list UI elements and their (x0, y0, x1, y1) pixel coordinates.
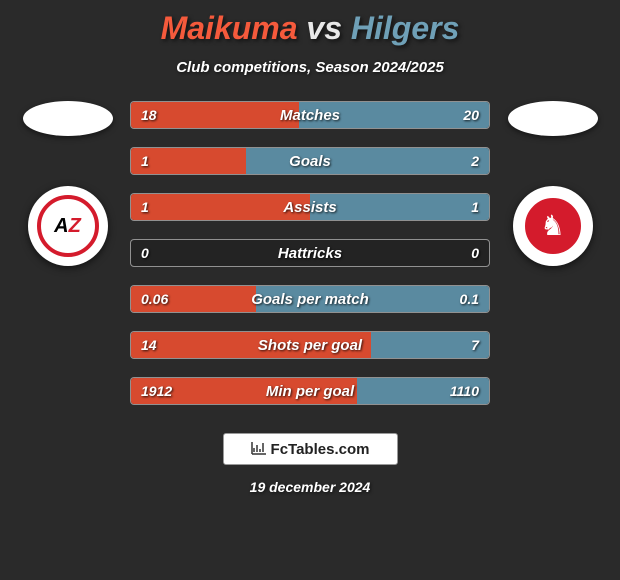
stat-row: 147Shots per goal (130, 331, 490, 359)
player1-side: AZ (10, 101, 125, 266)
stat-row: 0.060.1Goals per match (130, 285, 490, 313)
site-name: FcTables.com (271, 441, 370, 458)
player1-club-badge: AZ (28, 186, 108, 266)
main-area: AZ 1820Matches 12Goals 11Assists 00Hattrick… (10, 101, 610, 423)
date-label: 19 december 2024 (10, 479, 610, 495)
horse-icon: ♞ (540, 212, 565, 240)
stat-label: Shots per goal (131, 332, 489, 358)
player1-name: Maikuma (161, 10, 298, 46)
stat-row: 12Goals (130, 147, 490, 175)
stat-row: 00Hattricks (130, 239, 490, 267)
subtitle: Club competitions, Season 2024/2025 (10, 59, 610, 76)
player1-silhouette (23, 101, 113, 136)
vs-label: vs (306, 10, 342, 46)
stats-column: 1820Matches 12Goals 11Assists 00Hattricks 0.… (125, 101, 495, 423)
stat-label: Goals per match (131, 286, 489, 312)
infographic-root: Maikuma vs Hilgers Club competitions, Se… (0, 0, 620, 580)
stat-row: 19121110Min per goal (130, 377, 490, 405)
player2-name: Hilgers (351, 10, 459, 46)
stat-label: Matches (131, 102, 489, 128)
az-logo-text: AZ (54, 215, 81, 238)
stat-label: Min per goal (131, 378, 489, 404)
twente-logo: ♞ (522, 195, 584, 257)
stat-row: 1820Matches (130, 101, 490, 129)
player2-side: ♞ (495, 101, 610, 266)
stat-label: Goals (131, 148, 489, 174)
site-badge: FcTables.com (223, 433, 398, 465)
az-logo: AZ (37, 195, 99, 257)
stat-label: Assists (131, 194, 489, 220)
comparison-title: Maikuma vs Hilgers (10, 10, 610, 47)
stat-row: 11Assists (130, 193, 490, 221)
player2-silhouette (508, 101, 598, 136)
chart-icon (251, 441, 267, 458)
stat-label: Hattricks (131, 240, 489, 266)
player2-club-badge: ♞ (513, 186, 593, 266)
